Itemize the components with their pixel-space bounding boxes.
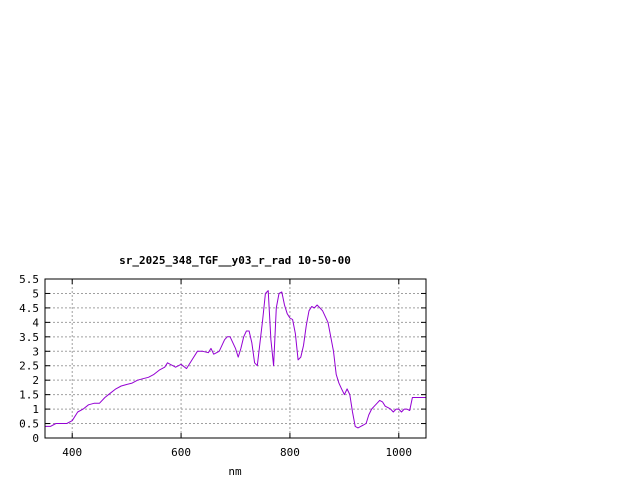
plot-area bbox=[45, 290, 426, 429]
y-tick-label: 4.5 bbox=[19, 302, 39, 315]
y-tick-label: 1 bbox=[32, 403, 39, 416]
y-tick-label: 4 bbox=[32, 316, 39, 329]
y-tick-label: 5.5 bbox=[19, 273, 39, 286]
plot-frame bbox=[44, 278, 427, 439]
spectrum-series-line bbox=[45, 290, 426, 429]
y-tick-label: 2.5 bbox=[19, 360, 39, 373]
x-axis-label: nm bbox=[228, 465, 242, 478]
grid bbox=[45, 279, 426, 438]
axes: 00.5 11.5 22.5 33.5 44.5 55.5 400 600 800 1000 bbox=[19, 273, 427, 459]
y-tick-label: 0 bbox=[32, 432, 39, 445]
y-tick-label: 0.5 bbox=[19, 418, 39, 431]
y-tick-label: 5 bbox=[32, 287, 39, 300]
chart-title: sr_2025_348_TGF__y03_r_rad 10-50-00 bbox=[119, 254, 351, 267]
y-tick-label: 3.5 bbox=[19, 331, 39, 344]
y-tick-label: 3 bbox=[32, 345, 39, 358]
x-tick-label: 400 bbox=[62, 446, 82, 459]
x-tick-label: 600 bbox=[171, 446, 191, 459]
x-tick-label: 800 bbox=[280, 446, 300, 459]
x-tick-label: 1000 bbox=[386, 446, 413, 459]
y-tick-label: 1.5 bbox=[19, 389, 39, 402]
y-tick-label: 2 bbox=[32, 374, 39, 387]
